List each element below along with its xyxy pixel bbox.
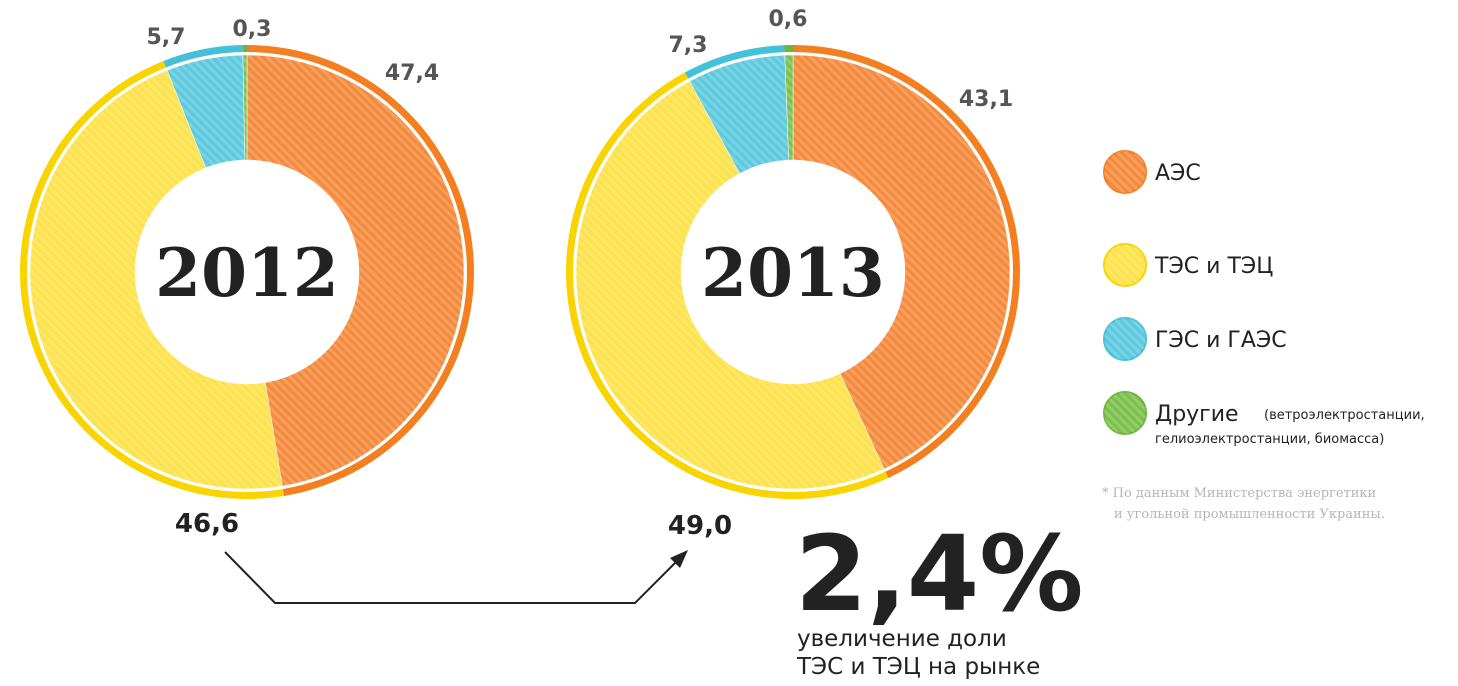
arrow-head [670, 550, 688, 568]
chart-title: 2013 [701, 234, 885, 312]
slice-hatch [689, 55, 789, 174]
slice-rim [684, 45, 785, 79]
legend-label: ГЭС и ГАЭС [1155, 328, 1287, 353]
legend-note: гелиоэлектростанции, биомасса) [1155, 432, 1384, 447]
footnote: и угольной промышленности Украины. [1114, 507, 1385, 522]
legend-swatch-hatch [1104, 151, 1146, 193]
slice-rim [784, 45, 793, 53]
big-number: 2,4% [795, 513, 1083, 635]
value-label: 5,7 [147, 25, 186, 50]
slice-hatch [167, 55, 245, 168]
legend-swatch-hatch [1104, 318, 1146, 360]
legend-label: АЭС [1155, 161, 1201, 186]
legend-label: ТЭС и ТЭЦ [1154, 254, 1273, 279]
slice-hatch [784, 55, 793, 161]
value-label: 47,4 [385, 61, 439, 86]
value-label: 0,3 [233, 17, 272, 42]
slice-hatch [793, 55, 1011, 469]
value-label: 46,6 [175, 509, 239, 539]
slice-hatch [30, 70, 283, 490]
footnote: * По данным Министерства энергетики [1102, 486, 1376, 501]
slice-hatch [575, 81, 885, 490]
value-label: 7,3 [669, 33, 708, 58]
chart-title: 2012 [155, 234, 339, 312]
value-label: 43,1 [959, 87, 1013, 112]
slice-rim [242, 45, 247, 53]
caption: увеличение доли [797, 626, 1007, 652]
legend-note: (ветроэлектростанции, [1264, 408, 1425, 423]
legend-label: Другие [1155, 402, 1239, 427]
slice-rim [163, 45, 243, 68]
value-label: 0,6 [769, 7, 808, 32]
arrow [224, 551, 681, 604]
slice-hatch [242, 55, 247, 161]
value-label: 49,0 [668, 511, 732, 541]
slice-hatch [247, 55, 464, 487]
legend-swatch-hatch [1104, 244, 1146, 286]
caption: ТЭС и ТЭЦ на рынке [796, 654, 1040, 680]
legend-swatch-hatch [1104, 392, 1146, 434]
